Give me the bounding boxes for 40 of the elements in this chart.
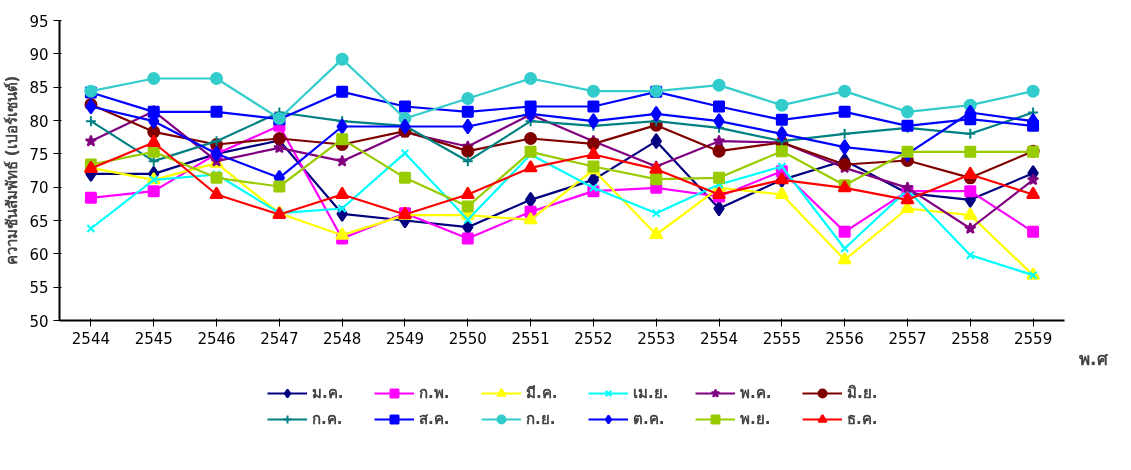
legend-label: ม.ค. xyxy=(312,383,345,404)
x-tick-label: 2550 xyxy=(448,329,487,348)
x-tick-label: 2555 xyxy=(762,329,801,348)
x-tick-label: 2557 xyxy=(888,329,927,348)
legend-label: พ.ย. xyxy=(740,409,772,430)
x-tick-label: 2547 xyxy=(260,329,299,348)
x-tick-label: 2556 xyxy=(825,329,864,348)
y-tick-label: 85 xyxy=(29,79,49,98)
x-tick-label: 2545 xyxy=(134,329,173,348)
x-tick-label: 2553 xyxy=(637,329,676,348)
x-tick-label: 2549 xyxy=(385,329,425,348)
legend-label: พ.ค. xyxy=(740,383,773,404)
legend-label: ก.ย. xyxy=(526,409,557,430)
x-tick-label: 2552 xyxy=(574,329,613,348)
y-tick-label: 50 xyxy=(29,312,49,331)
y-tick-label: 95 xyxy=(29,12,49,31)
legend-label: ก.ค. xyxy=(312,409,344,430)
x-tick-label: 2558 xyxy=(951,329,990,348)
y-tick-label: 70 xyxy=(29,179,49,198)
legend-label: ธ.ค. xyxy=(847,409,879,430)
x-tick-label: 2551 xyxy=(511,329,550,348)
legend-label: ก.พ. xyxy=(419,383,451,404)
legend-label: เม.ย. xyxy=(633,383,670,404)
legend-label: ต.ค. xyxy=(633,409,666,430)
x-tick-label: 2544 xyxy=(71,329,111,348)
legend-label: มิ.ย. xyxy=(847,383,879,404)
y-tick-label: 75 xyxy=(29,145,49,164)
y-tick-label: 65 xyxy=(29,212,49,231)
legend-label: มี.ค. xyxy=(526,383,559,404)
y-tick-label: 80 xyxy=(29,112,49,131)
y-axis-title: ความชันสัมพัทธ์ (เปอร์เซนต์) xyxy=(3,75,22,266)
x-tick-label: 2554 xyxy=(699,329,739,348)
y-tick-label: 90 xyxy=(29,45,49,64)
y-tick-label: 60 xyxy=(29,245,49,264)
x-tick-label: 2546 xyxy=(197,329,236,348)
legend-label: ส.ค. xyxy=(419,409,451,430)
x-tick-label: 2548 xyxy=(323,329,362,348)
x-axis-title: พ.ศ xyxy=(1079,348,1109,369)
y-tick-label: 55 xyxy=(29,279,49,298)
x-tick-label: 2559 xyxy=(1014,329,1053,348)
